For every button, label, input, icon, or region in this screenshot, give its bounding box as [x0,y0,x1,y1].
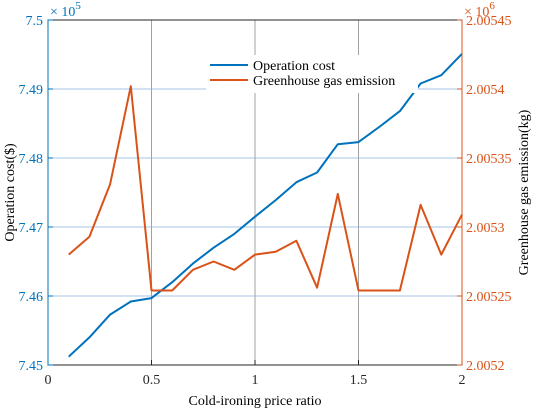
right-axis-exponent: × 106 [464,0,495,20]
legend-label-greenhouse-gas-emission: Greenhouse gas emission [253,74,395,89]
right-y-tick-label: 2.0054 [466,83,505,98]
x-tick-label: 0 [45,373,52,388]
axis-ticks: 0 0.5 1 1.5 2 7.45 7.46 7.47 7.48 7.49 7.5 2.0052 2.… [19,14,512,388]
left-y-tick-label: 7.48 [19,152,44,167]
x-axis-title: Cold-ironing price ratio [189,394,322,409]
right-y-tick-label: 2.00525 [466,290,512,305]
legend-label-operation-cost: Operation cost [253,59,335,74]
data-series [68,53,463,358]
right-y-axis-title: Greenhouse gas emission(kg) [517,109,532,275]
x-tick-label: 1.5 [350,373,368,388]
left-y-tick-label: 7.49 [19,83,44,98]
right-y-tick-label: 2.0053 [466,221,505,236]
left-y-axis-title: Operation cost($) [3,143,18,242]
series-line-greenhouse-gas-emission [68,85,463,292]
left-y-tick-label: 7.45 [19,359,44,374]
left-axis-exponent: × 105 [50,0,81,20]
left-y-tick-label: 7.46 [19,290,44,305]
left-y-tick-label: 7.5 [26,14,44,29]
series-line-operation-cost [68,53,463,358]
x-tick-label: 0.5 [143,373,161,388]
legend-background [206,55,418,93]
right-y-tick-label: 2.00545 [466,14,512,29]
left-y-tick-label: 7.47 [19,221,44,236]
x-tick-label: 1 [252,373,259,388]
x-tick-label: 2 [459,373,466,388]
right-y-tick-label: 2.00535 [466,152,512,167]
right-y-tick-label: 2.0052 [466,359,505,374]
legend: Operation cost Greenhouse gas emission [206,55,418,93]
